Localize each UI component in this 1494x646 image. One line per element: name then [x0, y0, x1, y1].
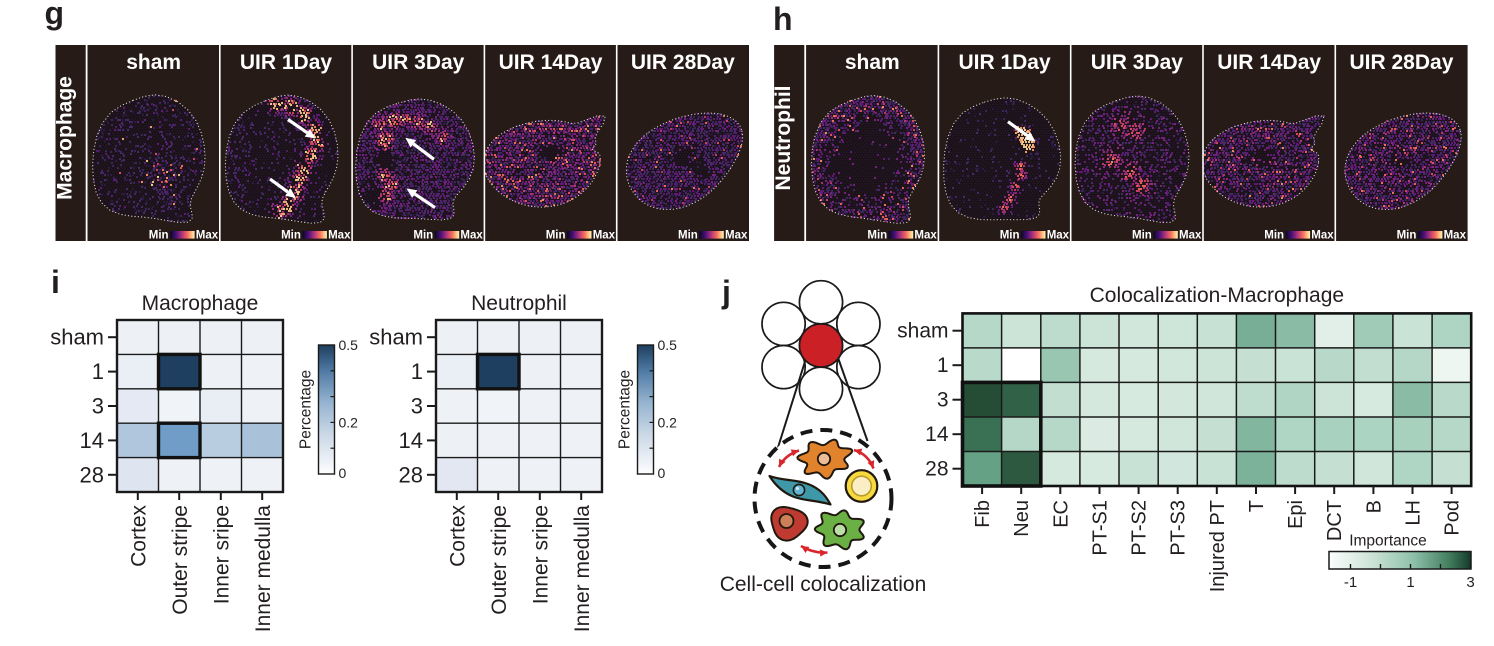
svg-text:Fib: Fib	[972, 500, 994, 528]
svg-text:28: 28	[925, 458, 948, 481]
svg-text:Max: Max	[196, 230, 219, 242]
svg-text:Outer stripe: Outer stripe	[169, 505, 192, 615]
svg-text:Percentage: Percentage	[617, 370, 634, 449]
svg-text:Max: Max	[1047, 230, 1070, 242]
svg-text:T: T	[1246, 500, 1268, 512]
svg-text:PT-S1: PT-S1	[1089, 500, 1111, 556]
svg-text:h: h	[773, 1, 793, 37]
svg-text:PT-S2: PT-S2	[1129, 500, 1151, 556]
svg-text:3: 3	[937, 389, 949, 412]
svg-text:UIR 3Day: UIR 3Day	[1091, 51, 1184, 74]
svg-text:Min: Min	[281, 230, 301, 242]
svg-text:Percentage: Percentage	[298, 370, 315, 449]
svg-text:Outer stripe: Outer stripe	[488, 505, 511, 615]
svg-text:PT-S3: PT-S3	[1168, 500, 1190, 556]
svg-text:UIR 1Day: UIR 1Day	[958, 51, 1051, 74]
svg-text:B: B	[1363, 500, 1385, 513]
svg-text:Inner medulla: Inner medulla	[252, 505, 275, 633]
svg-text:28: 28	[80, 462, 104, 487]
svg-text:UIR 28Day: UIR 28Day	[1350, 51, 1454, 74]
svg-text:Max: Max	[1311, 230, 1334, 242]
svg-text:Min: Min	[1132, 230, 1152, 242]
svg-text:1: 1	[1406, 574, 1414, 591]
svg-text:0.2: 0.2	[658, 414, 678, 430]
svg-text:Min: Min	[867, 230, 887, 242]
svg-text:sham: sham	[897, 320, 948, 343]
svg-text:Neutrophil: Neutrophil	[772, 86, 795, 191]
svg-text:DCT: DCT	[1324, 500, 1346, 541]
svg-text:Min: Min	[149, 230, 169, 242]
svg-text:Epi: Epi	[1285, 500, 1307, 529]
svg-text:Max: Max	[914, 230, 937, 242]
svg-text:14: 14	[80, 428, 104, 453]
svg-text:Cell-cell colocalization: Cell-cell colocalization	[720, 573, 927, 596]
svg-text:1: 1	[411, 359, 423, 384]
svg-text:0.5: 0.5	[339, 337, 359, 353]
svg-text:1: 1	[937, 354, 949, 377]
svg-text:Injured PT: Injured PT	[1207, 500, 1229, 592]
svg-text:g: g	[45, 0, 65, 31]
svg-text:Min: Min	[546, 230, 566, 242]
svg-text:UIR 14Day: UIR 14Day	[499, 51, 603, 74]
svg-text:sham: sham	[126, 51, 181, 74]
svg-text:28: 28	[399, 462, 423, 487]
svg-text:sham: sham	[369, 325, 423, 350]
svg-text:Cortex: Cortex	[127, 505, 150, 567]
svg-text:14: 14	[399, 428, 423, 453]
svg-text:Max: Max	[725, 230, 748, 242]
svg-text:Macrophage: Macrophage	[142, 292, 259, 315]
svg-text:i: i	[51, 264, 60, 300]
svg-text:LH: LH	[1402, 500, 1424, 526]
svg-text:Min: Min	[1264, 230, 1284, 242]
svg-text:Min: Min	[1397, 230, 1417, 242]
svg-text:0.2: 0.2	[339, 414, 359, 430]
svg-text:Macrophage: Macrophage	[54, 76, 77, 200]
svg-text:0: 0	[658, 465, 666, 481]
svg-text:Colocalization-Macrophage: Colocalization-Macrophage	[1090, 284, 1344, 307]
svg-text:UIR 3Day: UIR 3Day	[372, 51, 465, 74]
svg-text:0.5: 0.5	[658, 337, 678, 353]
svg-text:-1: -1	[1344, 574, 1357, 591]
svg-text:1: 1	[92, 359, 104, 384]
svg-text:Min: Min	[1000, 230, 1020, 242]
svg-text:sham: sham	[845, 51, 900, 74]
svg-text:Inner sripe: Inner sripe	[529, 505, 552, 604]
svg-text:Max: Max	[1444, 230, 1467, 242]
svg-text:3: 3	[1466, 574, 1474, 591]
svg-text:Inner sripe: Inner sripe	[210, 505, 233, 604]
svg-text:Inner medulla: Inner medulla	[571, 505, 594, 633]
svg-text:14: 14	[925, 423, 949, 446]
svg-text:3: 3	[411, 394, 423, 419]
svg-text:0: 0	[339, 465, 347, 481]
svg-text:Cortex: Cortex	[446, 505, 469, 567]
svg-text:UIR 28Day: UIR 28Day	[631, 51, 735, 74]
svg-text:Neu: Neu	[1011, 500, 1033, 537]
svg-text:Max: Max	[328, 230, 351, 242]
svg-text:Min: Min	[413, 230, 433, 242]
svg-text:EC: EC	[1050, 500, 1072, 528]
svg-text:j: j	[721, 274, 731, 310]
svg-text:Importance: Importance	[1349, 533, 1427, 550]
svg-text:Max: Max	[593, 230, 616, 242]
svg-text:Pod: Pod	[1442, 500, 1464, 536]
svg-text:Max: Max	[460, 230, 483, 242]
svg-text:Min: Min	[678, 230, 698, 242]
svg-text:UIR 14Day: UIR 14Day	[1217, 51, 1321, 74]
svg-text:sham: sham	[50, 325, 104, 350]
svg-text:3: 3	[92, 394, 104, 419]
svg-text:Neutrophil: Neutrophil	[471, 292, 567, 315]
svg-text:UIR 1Day: UIR 1Day	[240, 51, 333, 74]
svg-text:Max: Max	[1179, 230, 1202, 242]
